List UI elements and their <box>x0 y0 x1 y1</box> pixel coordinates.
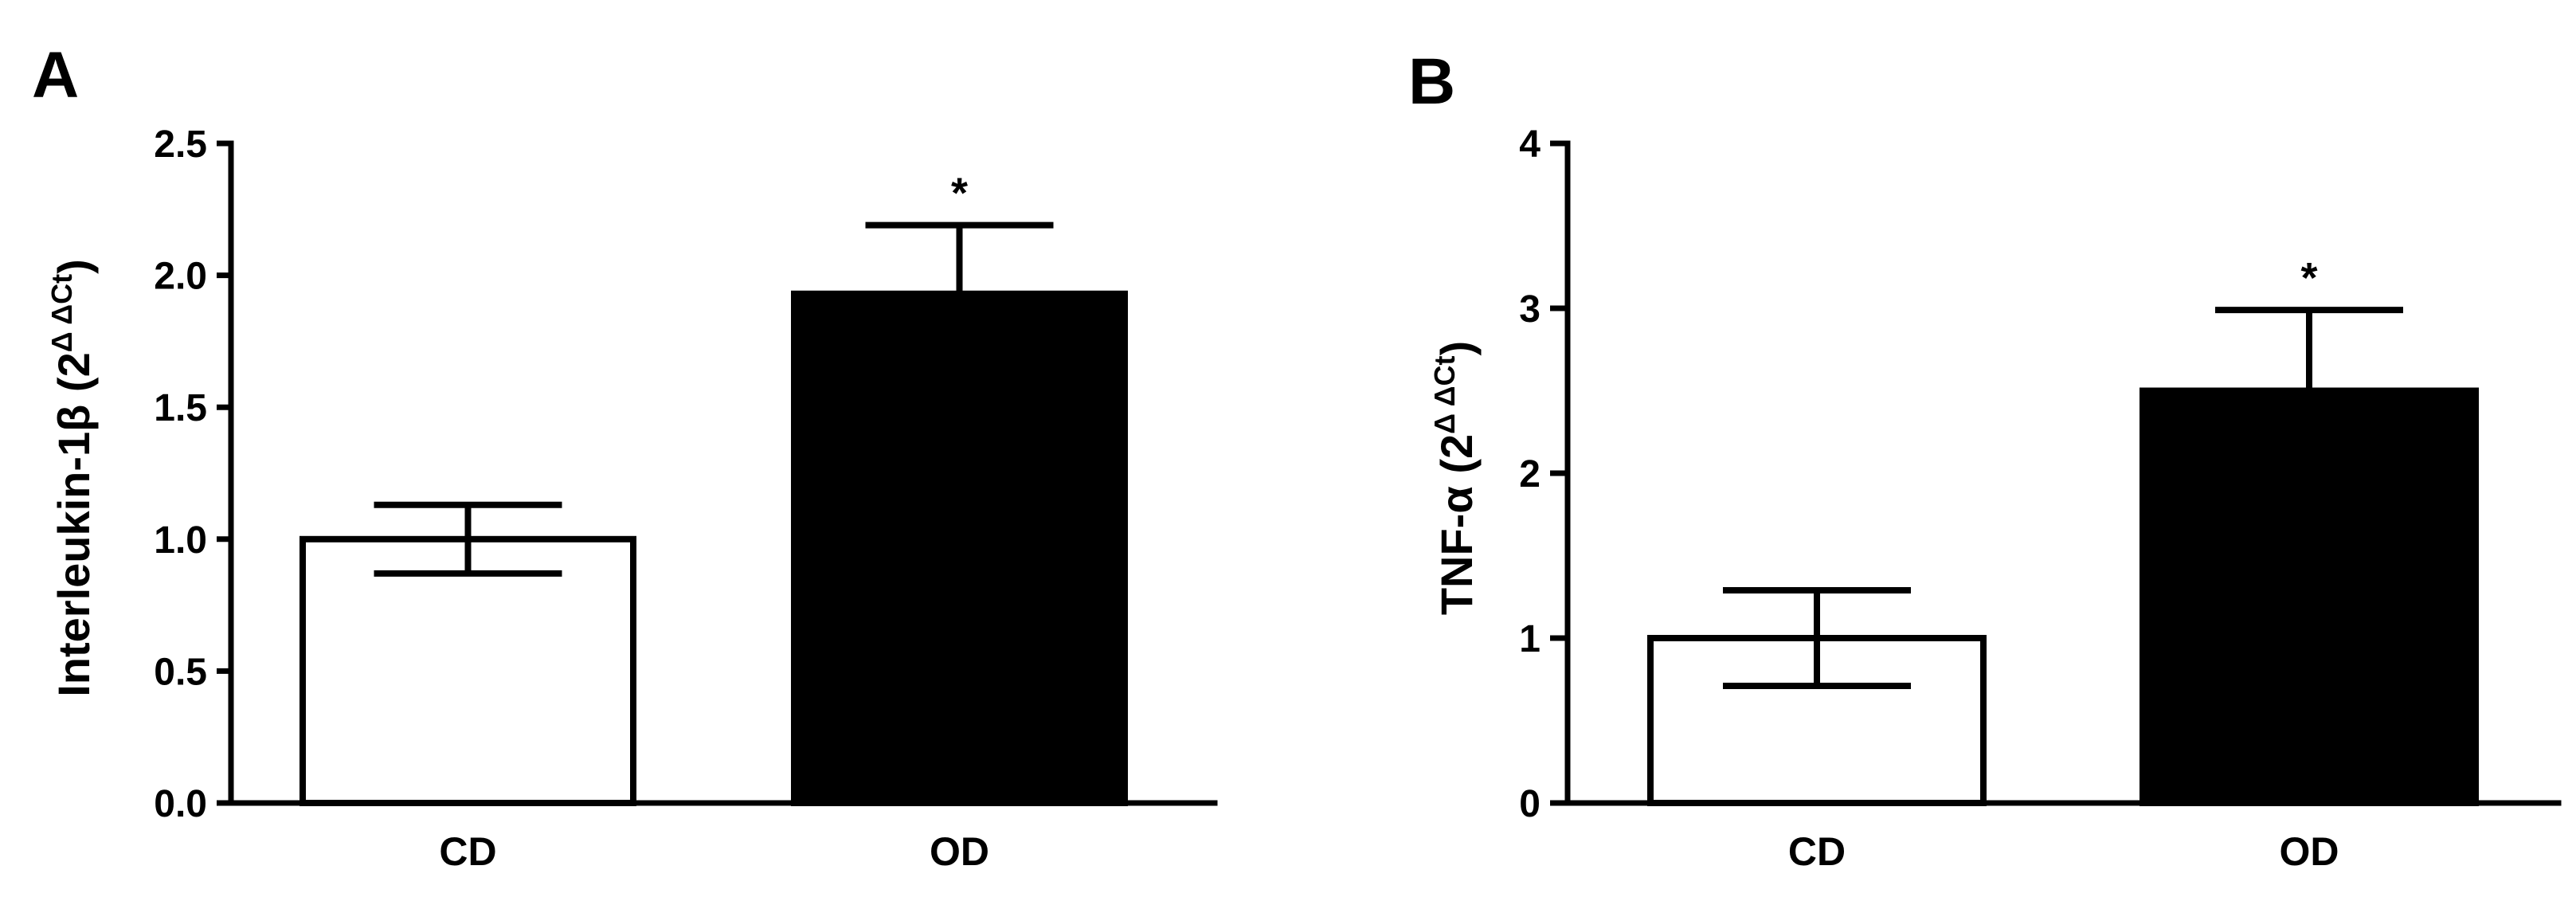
y-axis-label: TNF-α (2Δ ΔCt) <box>1428 341 1482 615</box>
y-tick-label: 2.0 <box>154 256 207 298</box>
y-axis-label-close: ) <box>49 259 99 274</box>
x-category-label: CD <box>1788 829 1846 874</box>
bar-od <box>2139 387 2479 806</box>
y-tick-label: 1 <box>1519 618 1541 660</box>
y-axis-label: Interleukin-1β (2Δ ΔCt) <box>45 259 99 697</box>
y-axis-label-close: ) <box>1431 341 1482 356</box>
panel-letter-a: A <box>32 39 79 112</box>
panel-a: A 0.0 0.5 1.0 1.5 2.0 2.5 CD OD * Interleukin-1β (… <box>32 39 1218 874</box>
y-tick-label: 4 <box>1519 123 1541 166</box>
y-tick-label: 1.0 <box>154 519 207 562</box>
panel-b: B 0 1 2 3 4 CD OD * TNF-α (2Δ ΔCt) <box>1408 45 2562 874</box>
panel-letter-b: B <box>1408 45 1455 118</box>
significance-asterisk: * <box>951 170 968 217</box>
y-axis-label-superscript: Δ ΔCt <box>45 274 78 352</box>
bar-od <box>791 290 1128 806</box>
y-tick-label: 3 <box>1519 288 1541 331</box>
y-axis-label-superscript: Δ ΔCt <box>1428 355 1461 433</box>
y-axis-label-main: TNF-α (2 <box>1431 434 1482 615</box>
y-tick-label: 1.5 <box>154 387 207 429</box>
significance-asterisk: * <box>2300 254 2317 302</box>
y-tick-label: 0.5 <box>154 651 207 693</box>
y-tick-label: 2.5 <box>154 123 207 166</box>
x-category-label: OD <box>2280 829 2339 874</box>
y-tick-label: 0 <box>1519 783 1541 825</box>
y-tick-label: 0.0 <box>154 783 207 825</box>
bar-cd <box>299 535 636 806</box>
x-category-label: CD <box>439 829 496 874</box>
y-tick-label: 2 <box>1519 453 1541 496</box>
x-category-label: OD <box>930 829 989 874</box>
y-axis-label-main: Interleukin-1β (2 <box>49 352 99 697</box>
